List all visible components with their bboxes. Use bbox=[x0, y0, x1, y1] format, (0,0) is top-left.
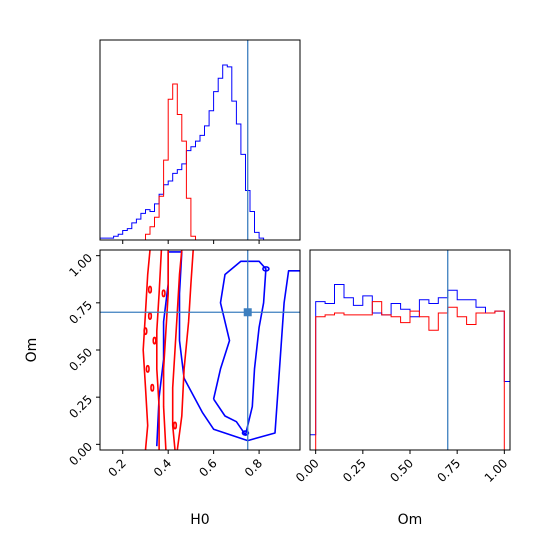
contour-xlabel: H0 bbox=[190, 512, 209, 528]
histogram-h0-panel bbox=[99, 39, 301, 244]
contour-ytick-label: 1.00 bbox=[66, 251, 95, 280]
contour-series-a-blob bbox=[172, 421, 178, 430]
contour-xtick-label: 0.2 bbox=[105, 456, 128, 479]
contour-h0-om-panel: 0.2 0.4 0.6 0.8 0.00 0.25 0.50 0.75 1.00 H0 Om bbox=[24, 249, 301, 528]
histogram-om-xlabel: Om bbox=[398, 512, 423, 528]
contour-series-a-blob bbox=[147, 312, 153, 321]
contour-xtick-label: 0.6 bbox=[196, 456, 219, 479]
truth-marker bbox=[243, 308, 252, 317]
contour-series-a-blob bbox=[152, 336, 157, 345]
contour-xtick-label: 0.8 bbox=[242, 456, 265, 479]
contour-ytick-label: 0.25 bbox=[66, 392, 95, 421]
contour-series-b bbox=[212, 260, 267, 436]
contour-series-a-blob bbox=[150, 383, 155, 392]
contour-series-a-blob bbox=[145, 364, 150, 373]
contour-series-a bbox=[176, 250, 194, 450]
histogram-h0-series-a bbox=[100, 83, 300, 240]
contour-xtick-label: 0.4 bbox=[151, 456, 174, 479]
histogram-om-panel: 0.00 0.25 0.50 0.75 1.00 Om bbox=[293, 249, 511, 528]
histogram-om-xtick-label: 0.75 bbox=[434, 456, 463, 485]
contour-series-a-blob bbox=[147, 285, 153, 294]
contour-series-b-blob bbox=[262, 266, 270, 272]
contour-series-a bbox=[142, 250, 151, 450]
contour-frame bbox=[99, 249, 301, 451]
histogram-om-xtick-label: 0.00 bbox=[293, 456, 322, 485]
histogram-h0-series-b bbox=[100, 64, 300, 240]
contour-ytick-label: 0.50 bbox=[66, 345, 95, 374]
contour-series-a-blob bbox=[143, 327, 148, 336]
histogram-om-frame bbox=[309, 249, 511, 451]
contour-series-a bbox=[156, 250, 163, 450]
histogram-om-series-a bbox=[310, 301, 510, 450]
contour-series-a-blob bbox=[161, 289, 166, 298]
histogram-om-xtick-label: 0.50 bbox=[387, 456, 416, 485]
contour-marks bbox=[100, 250, 300, 450]
histogram-h0-marks bbox=[100, 40, 300, 240]
contour-ytick-label: 0.00 bbox=[66, 440, 95, 469]
histogram-om-marks bbox=[310, 250, 510, 450]
contour-series-b bbox=[156, 251, 300, 447]
histogram-h0-frame bbox=[99, 39, 301, 241]
contour-series-b-blob bbox=[241, 430, 250, 436]
contour-ylabel: Om bbox=[24, 338, 40, 363]
contour-ytick-label: 0.75 bbox=[66, 298, 95, 327]
contour-series-a bbox=[171, 250, 183, 450]
contour-series-a bbox=[162, 250, 169, 450]
histogram-om-xtick-label: 0.25 bbox=[340, 456, 369, 485]
histogram-om-xtick-label: 1.00 bbox=[482, 456, 511, 485]
histogram-om-series-b bbox=[310, 284, 510, 450]
